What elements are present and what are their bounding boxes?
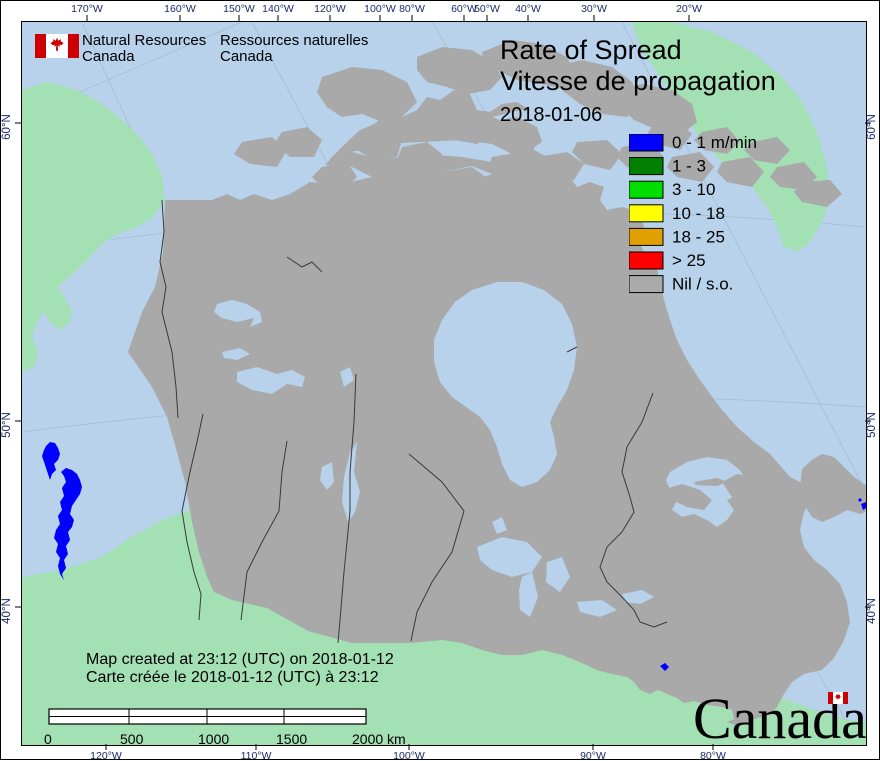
svg-text:60°N: 60°N: [1, 114, 13, 140]
svg-text:120°W: 120°W: [314, 3, 346, 15]
svg-text:140°W: 140°W: [262, 3, 294, 15]
svg-text:60°W: 60°W: [451, 3, 477, 15]
svg-text:100°W: 100°W: [364, 3, 396, 15]
svg-text:40°W: 40°W: [515, 3, 541, 15]
svg-text:20°W: 20°W: [676, 3, 702, 15]
svg-text:30°W: 30°W: [581, 3, 607, 15]
svg-text:60°N: 60°N: [866, 114, 878, 140]
svg-text:50°N: 50°N: [866, 412, 878, 438]
svg-text:160°W: 160°W: [164, 3, 196, 15]
svg-text:40°N: 40°N: [1, 598, 13, 624]
svg-text:50°W: 50°W: [474, 3, 500, 15]
svg-text:80°W: 80°W: [700, 750, 726, 761]
svg-text:110°W: 110°W: [241, 750, 272, 761]
svg-text:120°W: 120°W: [90, 750, 122, 761]
svg-text:40°N: 40°N: [866, 598, 878, 624]
svg-text:90°W: 90°W: [580, 750, 606, 761]
svg-text:150°W: 150°W: [223, 3, 255, 15]
svg-text:170°W: 170°W: [71, 3, 103, 15]
svg-text:100°W: 100°W: [393, 750, 425, 761]
svg-text:50°N: 50°N: [1, 412, 13, 438]
svg-text:80°W: 80°W: [399, 3, 425, 15]
